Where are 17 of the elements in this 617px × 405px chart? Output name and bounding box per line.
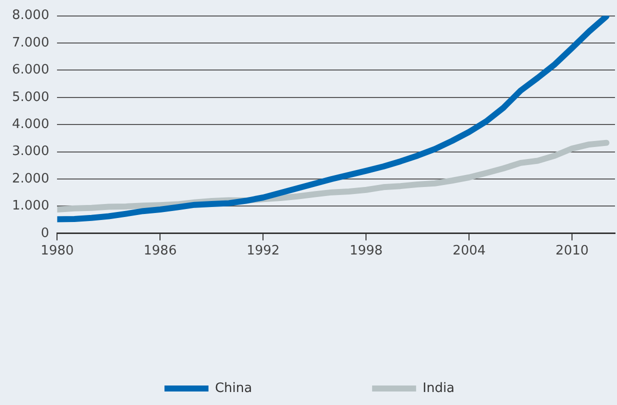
x-tick-label: 2004 (452, 244, 486, 259)
x-tick-label: 1980 (40, 244, 74, 259)
y-tick-label: 1.000 (12, 198, 50, 214)
x-tick-label: 1986 (144, 244, 177, 259)
y-tick-label: 5.000 (12, 90, 50, 105)
y-tick-label: 2.000 (12, 171, 50, 186)
y-tick-label: 3.000 (12, 144, 50, 160)
legend-label: India (422, 380, 455, 396)
y-tick-label: 0 (40, 226, 50, 241)
y-tick-label: 4.000 (12, 116, 50, 132)
y-tick-label: 6.000 (12, 62, 50, 78)
x-tick-label: 2010 (556, 244, 589, 259)
x-tick-label: 1992 (246, 244, 280, 259)
legend-label: China (214, 380, 252, 396)
y-tick-label: 7.000 (12, 35, 50, 50)
y-tick-label: 8.000 (12, 8, 50, 24)
x-tick-label: 1998 (350, 244, 383, 259)
